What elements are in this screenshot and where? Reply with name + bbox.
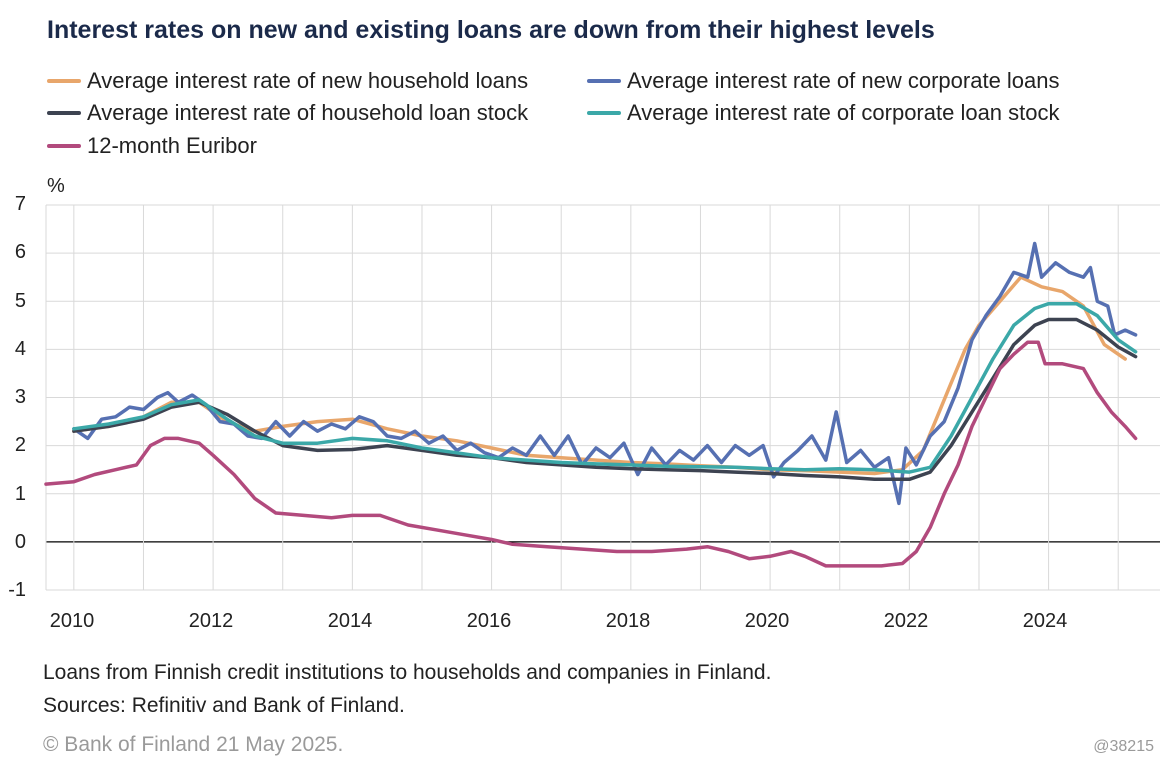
series-new-household-loans	[72, 275, 1127, 476]
legend-label: Average interest rate of new corporate l…	[627, 68, 1060, 93]
legend-swatch	[47, 111, 81, 115]
x-tick-label: 2016	[466, 610, 512, 632]
legend-label: Average interest rate of new household l…	[87, 68, 529, 93]
series-household-loan-stock	[72, 317, 1138, 482]
x-tick-label: 2012	[188, 610, 234, 632]
chart-title: Interest rates on new and existing loans…	[47, 16, 935, 44]
y-tick-label: 5	[14, 290, 26, 312]
x-tick-label: 2024	[1022, 610, 1068, 632]
legend-item-household-stock: Average interest rate of household loan …	[47, 100, 528, 126]
series-lines	[44, 241, 1138, 568]
legend-swatch	[47, 79, 81, 83]
x-tick-label: 2014	[327, 610, 373, 632]
y-tick-label: 6	[14, 241, 26, 263]
series-euribor-12m	[44, 340, 1138, 568]
legend-label: Average interest rate of household loan …	[87, 100, 529, 125]
legend-swatch	[587, 111, 621, 115]
legend-swatch	[587, 79, 621, 83]
x-tick-label: 2020	[744, 610, 790, 632]
gridlines	[45, 204, 1160, 591]
legend-label: Average interest rate of corporate loan …	[627, 100, 1060, 125]
y-tick-label: 2	[14, 434, 26, 456]
chart-code: @38215	[1093, 738, 1154, 755]
legend-item-corporate-stock: Average interest rate of corporate loan …	[587, 100, 1060, 126]
copyright-text: © Bank of Finland 21 May 2025.	[43, 733, 344, 756]
series-corporate-loan-stock	[72, 301, 1138, 474]
legend-item-euribor: 12-month Euribor	[47, 133, 257, 159]
legend-item-new-corporate: Average interest rate of new corporate l…	[587, 68, 1060, 94]
y-tick-label: 4	[14, 338, 26, 360]
y-tick-label: 3	[14, 386, 26, 408]
x-tick-label: 2010	[49, 610, 95, 632]
x-tick-label: 2018	[605, 610, 651, 632]
y-tick-label: -1	[8, 579, 26, 601]
legend-item-new-household: Average interest rate of new household l…	[47, 68, 528, 94]
y-tick-label: 1	[14, 483, 26, 505]
y-tick-label: 7	[14, 193, 26, 215]
x-tick-label: 2022	[883, 610, 929, 632]
legend-swatch	[47, 144, 81, 148]
note-line-1: Loans from Finnish credit institutions t…	[43, 661, 772, 684]
y-axis-unit: %	[47, 175, 65, 197]
note-line-2: Sources: Refinitiv and Bank of Finland.	[43, 694, 405, 717]
y-tick-label: 0	[14, 531, 26, 553]
legend-label: 12-month Euribor	[87, 133, 257, 158]
